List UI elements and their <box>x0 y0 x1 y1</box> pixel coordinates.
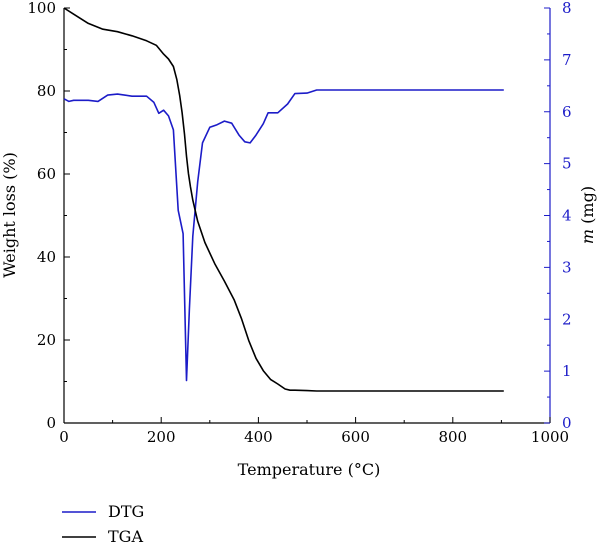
left-y-tick-label: 100 <box>27 0 56 17</box>
right-y-tick-label: 3 <box>562 258 572 276</box>
right-y-axis-title-unit: (mg) <box>578 186 597 229</box>
left-y-tick-label: 80 <box>37 82 56 100</box>
right-y-tick-label: 8 <box>562 0 572 17</box>
x-tick-label: 400 <box>244 428 273 446</box>
x-tick-label: 200 <box>147 428 176 446</box>
series-line-dtg <box>63 89 504 382</box>
right-y-tick-label: 0 <box>562 414 572 432</box>
series-line-tga <box>63 7 504 392</box>
right-y-axis-title: m (mg) <box>578 186 597 244</box>
x-tick-label: 800 <box>438 428 467 446</box>
right-y-axis-title-symbol: m <box>578 229 597 244</box>
legend-label-dtg: DTG <box>108 502 144 521</box>
legend: DTG TGA <box>62 502 144 544</box>
left-y-tick-label: 20 <box>37 331 56 349</box>
right-y-tick-label: 6 <box>562 103 572 121</box>
x-tick-label: 0 <box>59 428 69 446</box>
left-y-axis-title: Weight loss (%) <box>0 152 19 278</box>
x-tick-label: 600 <box>341 428 370 446</box>
right-y-tick-label: 5 <box>562 155 572 173</box>
series-layer <box>63 7 504 392</box>
right-y-tick-label: 1 <box>562 362 572 380</box>
plot-frame <box>63 8 551 424</box>
right-y-tick-label: 2 <box>562 310 572 328</box>
ticks-layer <box>63 7 551 424</box>
x-axis-title: Temperature (°C) <box>238 460 381 479</box>
right-y-tick-label: 4 <box>562 207 572 225</box>
legend-label-tga: TGA <box>108 527 143 544</box>
left-y-tick-label: 60 <box>37 165 56 183</box>
right-y-tick-label: 7 <box>562 51 572 69</box>
x-tick-label: 1000 <box>531 428 569 446</box>
left-y-tick-label: 40 <box>37 248 56 266</box>
left-y-tick-label: 0 <box>46 414 56 432</box>
